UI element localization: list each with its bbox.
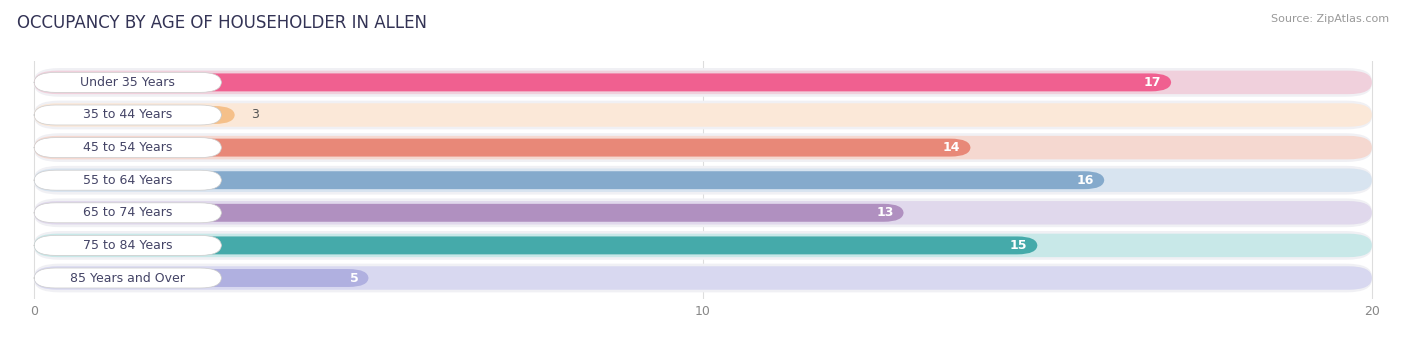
Text: 16: 16	[1077, 174, 1094, 187]
FancyBboxPatch shape	[34, 236, 1038, 254]
Text: Source: ZipAtlas.com: Source: ZipAtlas.com	[1271, 14, 1389, 23]
FancyBboxPatch shape	[34, 171, 1104, 189]
FancyBboxPatch shape	[34, 204, 904, 222]
FancyBboxPatch shape	[34, 166, 1372, 194]
FancyBboxPatch shape	[34, 73, 1171, 91]
FancyBboxPatch shape	[34, 68, 1372, 97]
FancyBboxPatch shape	[34, 268, 221, 288]
Text: OCCUPANCY BY AGE OF HOUSEHOLDER IN ALLEN: OCCUPANCY BY AGE OF HOUSEHOLDER IN ALLEN	[17, 14, 427, 32]
FancyBboxPatch shape	[34, 266, 1372, 290]
FancyBboxPatch shape	[34, 231, 1372, 260]
FancyBboxPatch shape	[34, 71, 1372, 94]
Text: 85 Years and Over: 85 Years and Over	[70, 272, 186, 285]
Text: 5: 5	[350, 272, 359, 285]
FancyBboxPatch shape	[34, 138, 221, 157]
Text: 17: 17	[1143, 76, 1161, 89]
Text: 55 to 64 Years: 55 to 64 Years	[83, 174, 173, 187]
FancyBboxPatch shape	[34, 170, 221, 190]
FancyBboxPatch shape	[34, 139, 970, 156]
FancyBboxPatch shape	[34, 235, 221, 255]
Text: Under 35 Years: Under 35 Years	[80, 76, 176, 89]
FancyBboxPatch shape	[34, 101, 1372, 129]
FancyBboxPatch shape	[34, 105, 221, 125]
Text: 3: 3	[252, 108, 259, 121]
Text: 15: 15	[1010, 239, 1028, 252]
Text: 45 to 54 Years: 45 to 54 Years	[83, 141, 173, 154]
FancyBboxPatch shape	[34, 103, 1372, 127]
FancyBboxPatch shape	[34, 269, 368, 287]
Text: 65 to 74 Years: 65 to 74 Years	[83, 206, 173, 219]
Text: 14: 14	[943, 141, 960, 154]
FancyBboxPatch shape	[34, 72, 221, 92]
FancyBboxPatch shape	[34, 234, 1372, 257]
Text: 75 to 84 Years: 75 to 84 Years	[83, 239, 173, 252]
FancyBboxPatch shape	[34, 201, 1372, 224]
FancyBboxPatch shape	[34, 168, 1372, 192]
FancyBboxPatch shape	[34, 203, 221, 223]
FancyBboxPatch shape	[34, 264, 1372, 292]
Text: 35 to 44 Years: 35 to 44 Years	[83, 108, 173, 121]
FancyBboxPatch shape	[34, 106, 235, 124]
FancyBboxPatch shape	[34, 133, 1372, 162]
Text: 13: 13	[876, 206, 894, 219]
FancyBboxPatch shape	[34, 136, 1372, 159]
FancyBboxPatch shape	[34, 199, 1372, 227]
